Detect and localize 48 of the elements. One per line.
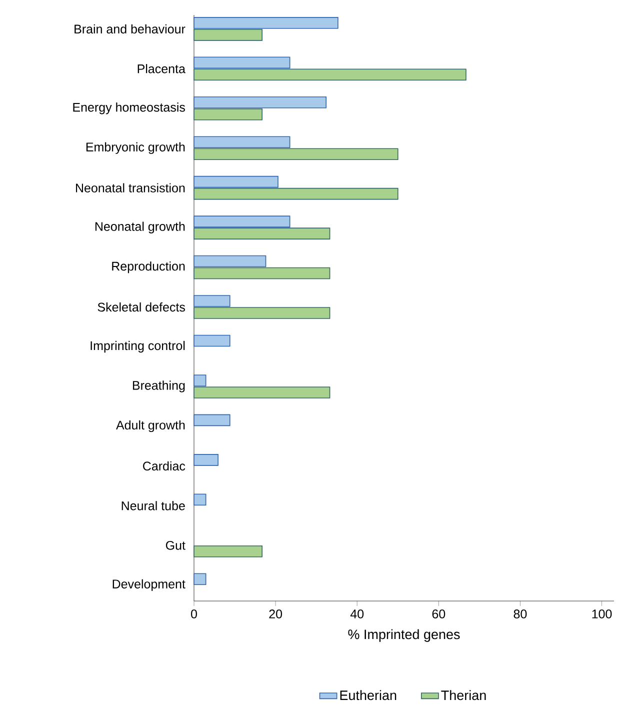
bar xyxy=(194,414,230,426)
y-tick-label: Brain and behaviour xyxy=(74,24,186,34)
y-tick-label: Cardiac xyxy=(143,461,186,471)
x-tick-label: 0 xyxy=(191,610,197,618)
y-tick-label: Skeletal defects xyxy=(98,302,185,312)
y-tick-label: Adult growth xyxy=(116,420,185,432)
x-tick-label: 20 xyxy=(269,610,282,618)
x-tick-label: 60 xyxy=(432,610,446,618)
y-tick-label: Energy homeostasis xyxy=(73,102,185,114)
bar xyxy=(194,108,262,120)
y-tick-label: Imprinting control xyxy=(90,340,185,353)
y-tick-label: Neural tube xyxy=(122,501,185,510)
bar xyxy=(194,454,218,466)
bar xyxy=(194,573,206,586)
bar xyxy=(194,228,330,240)
bar xyxy=(194,68,466,81)
y-tick-label: Neonatal transistion xyxy=(76,183,185,192)
bar xyxy=(194,176,278,188)
x-tick-label: 40 xyxy=(350,610,364,618)
y-tick-label: Breathing xyxy=(132,380,185,392)
x-tick-label: 80 xyxy=(514,610,527,618)
y-tick-label: Reproduction xyxy=(112,261,185,274)
bar xyxy=(194,386,330,398)
bar xyxy=(194,136,290,148)
bar xyxy=(194,29,262,41)
bar xyxy=(194,545,262,558)
y-tick-label: Gut xyxy=(166,540,186,550)
bar xyxy=(194,295,230,307)
bar xyxy=(194,374,206,386)
x-tick-label: 100 xyxy=(592,610,612,618)
y-tick-label: Embryonic growth xyxy=(86,142,185,154)
legend-label: Eutherian xyxy=(340,690,396,700)
y-tick-label: Placenta xyxy=(138,64,186,74)
bar xyxy=(194,255,266,268)
bar xyxy=(194,188,398,200)
bar xyxy=(194,96,327,108)
bar xyxy=(194,17,338,29)
bar xyxy=(194,56,290,69)
x-axis-title: % Imprinted genes xyxy=(348,629,460,642)
bar xyxy=(194,334,230,347)
bar xyxy=(194,494,206,506)
y-tick-label: Development xyxy=(112,579,186,591)
legend-label: Therian xyxy=(441,690,486,700)
y-tick-label: Neonatal growth xyxy=(95,222,185,234)
bar xyxy=(194,216,290,228)
bar xyxy=(194,267,330,280)
bar xyxy=(194,307,330,319)
bar xyxy=(194,148,398,160)
